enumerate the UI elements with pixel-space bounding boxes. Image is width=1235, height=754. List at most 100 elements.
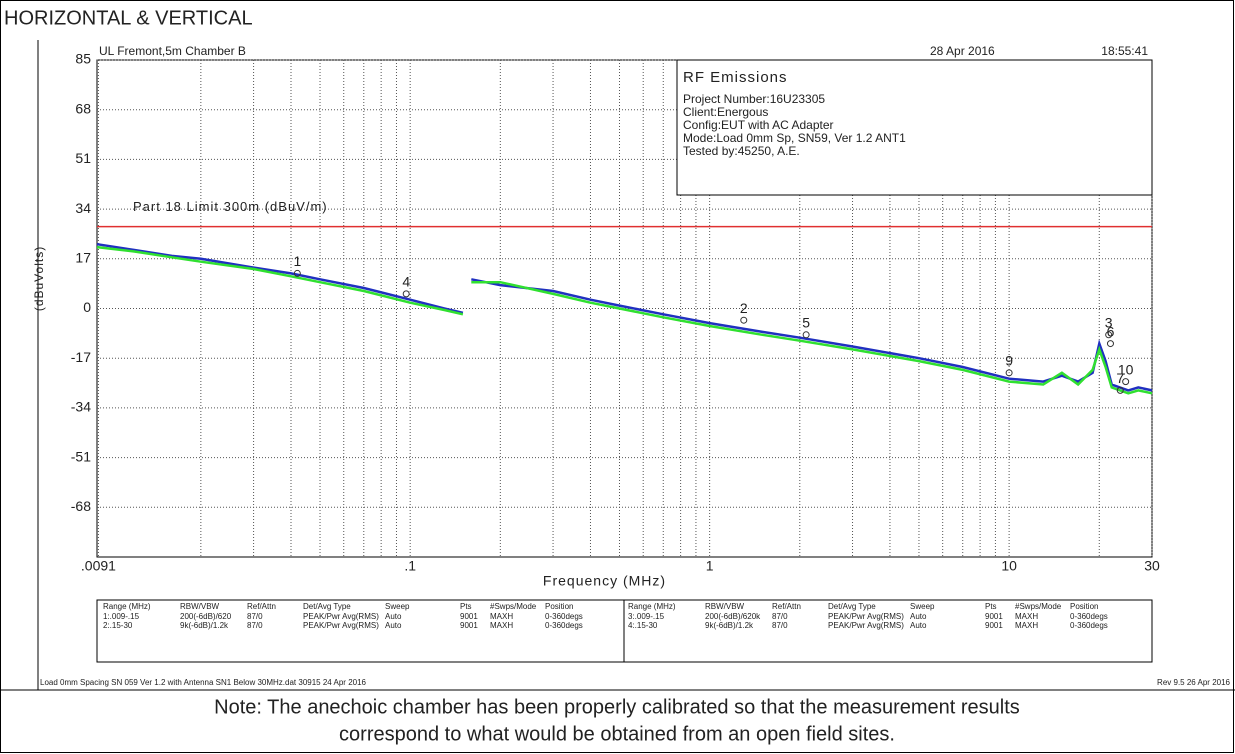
table-cell: 9k(-6dB)/1.2k bbox=[180, 621, 229, 630]
date: 28 Apr 2016 bbox=[930, 44, 995, 58]
table-cell: PEAK/Pwr Avg(RMS) bbox=[828, 621, 904, 630]
table-header: Ref/Attn bbox=[247, 602, 276, 611]
info-line: Config:EUT with AC Adapter bbox=[683, 118, 834, 132]
table-cell: 87/0 bbox=[247, 621, 263, 630]
marker bbox=[1116, 386, 1124, 394]
table-header: Det/Avg Type bbox=[828, 602, 876, 611]
marker bbox=[740, 316, 748, 324]
table-cell: MAXH bbox=[490, 612, 513, 621]
info-line: Mode:Load 0mm Sp, SN59, Ver 1.2 ANT1 bbox=[683, 131, 906, 145]
table-cell: Auto bbox=[910, 612, 927, 621]
limit-label: Part 18 Limit 300m (dBuV/m) bbox=[133, 199, 328, 214]
table-cell: 9k(-6dB)/1.2k bbox=[705, 621, 754, 630]
marker bbox=[1105, 331, 1113, 339]
table-header: Position bbox=[545, 602, 573, 611]
table-cell: MAXH bbox=[1015, 621, 1038, 630]
table-cell: MAXH bbox=[490, 621, 513, 630]
y-tick-label: 85 bbox=[75, 51, 91, 67]
info-line: Project Number:16U23305 bbox=[683, 92, 825, 106]
marker bbox=[402, 290, 410, 298]
table-cell: 87/0 bbox=[772, 621, 788, 630]
y-tick-label: 34 bbox=[75, 200, 91, 216]
table-cell: Auto bbox=[385, 612, 402, 621]
marker bbox=[802, 331, 810, 339]
note: correspond to what would be obtained fro… bbox=[339, 723, 895, 745]
info-title: RF Emissions bbox=[683, 69, 788, 86]
table-cell: PEAK/Pwr Avg(RMS) bbox=[303, 621, 379, 630]
table-header: RBW/VBW bbox=[705, 602, 745, 611]
marker bbox=[1005, 369, 1013, 377]
marker-label: 2 bbox=[740, 300, 748, 316]
info-box bbox=[676, 59, 1153, 196]
marker bbox=[1106, 340, 1114, 348]
marker-label: 4 bbox=[402, 274, 410, 290]
marker-label: 3 bbox=[1105, 315, 1113, 331]
x-tick-label: 1 bbox=[706, 558, 714, 574]
y-axis-label: (dBuVolts) bbox=[32, 246, 46, 311]
table-cell: 2:.15-30 bbox=[103, 621, 133, 630]
table-cell: 9001 bbox=[460, 621, 478, 630]
marker-label: 1 bbox=[293, 253, 301, 269]
marker-label: 5 bbox=[802, 315, 810, 331]
table-cell: 0-360degs bbox=[1070, 612, 1108, 621]
table-cell: PEAK/Pwr Avg(RMS) bbox=[828, 612, 904, 621]
marker bbox=[293, 269, 301, 277]
table-cell: Auto bbox=[385, 621, 402, 630]
marker bbox=[1122, 378, 1130, 386]
table-cell: 3:.009-.15 bbox=[628, 612, 665, 621]
note: Note: The anechoic chamber has been prop… bbox=[214, 696, 1020, 718]
y-tick-label: -68 bbox=[71, 498, 91, 514]
x-axis-label: Frequency (MHz) bbox=[543, 573, 666, 589]
table-header: Sweep bbox=[910, 602, 935, 611]
table-cell: 200(-6dB)/620 bbox=[180, 612, 232, 621]
time: 18:55:41 bbox=[1101, 44, 1148, 58]
table-cell: 4:.15-30 bbox=[628, 621, 658, 630]
table-header: RBW/VBW bbox=[180, 602, 220, 611]
x-tick-label: .1 bbox=[404, 558, 416, 574]
y-tick-label: -17 bbox=[71, 349, 91, 365]
table-cell: 200(-6dB)/620k bbox=[705, 612, 761, 621]
table-header: Position bbox=[1070, 602, 1098, 611]
table-cell: 9001 bbox=[985, 621, 1003, 630]
x-tick-label: .0091 bbox=[81, 558, 116, 574]
table-header: #Swps/Mode bbox=[490, 602, 537, 611]
table-cell: PEAK/Pwr Avg(RMS) bbox=[303, 612, 379, 621]
trace bbox=[96, 245, 1153, 395]
table-cell: Auto bbox=[910, 621, 927, 630]
table-cell: 9001 bbox=[460, 612, 478, 621]
y-tick-label: 17 bbox=[75, 250, 91, 266]
table-header: Pts bbox=[985, 602, 997, 611]
table-cell: 0-360degs bbox=[1070, 621, 1108, 630]
marker-label: 7 bbox=[1116, 370, 1124, 386]
x-tick-label: 10 bbox=[1001, 558, 1017, 574]
table-header: Ref/Attn bbox=[772, 602, 801, 611]
y-tick-label: -51 bbox=[71, 448, 91, 464]
heading: HORIZONTAL & VERTICAL bbox=[4, 7, 253, 29]
marker-label: 6 bbox=[1107, 323, 1115, 339]
info-line: Tested by:45250, A.E. bbox=[683, 144, 800, 158]
table-cell: 87/0 bbox=[772, 612, 788, 621]
y-tick-label: 51 bbox=[75, 150, 91, 166]
table-cell: 87/0 bbox=[247, 612, 263, 621]
x-tick-label: 30 bbox=[1144, 558, 1160, 574]
footer-left: Load 0mm Spacing SN 059 Ver 1.2 with Ant… bbox=[40, 678, 367, 687]
table-header: #Swps/Mode bbox=[1015, 602, 1062, 611]
table-header: Range (MHz) bbox=[103, 602, 151, 611]
trace bbox=[96, 242, 1153, 392]
table-header: Det/Avg Type bbox=[303, 602, 351, 611]
y-tick-label: 0 bbox=[83, 299, 91, 315]
y-tick-label: 68 bbox=[75, 100, 91, 116]
info-line: Client:Energous bbox=[683, 105, 768, 119]
footer-right: Rev 9.5 26 Apr 2016 bbox=[1157, 678, 1230, 687]
table-header: Pts bbox=[460, 602, 472, 611]
site: UL Fremont,5m Chamber B bbox=[99, 44, 246, 58]
table-cell: 9001 bbox=[985, 612, 1003, 621]
y-tick-label: -34 bbox=[71, 399, 91, 415]
table-header: Range (MHz) bbox=[628, 602, 676, 611]
marker-label: 9 bbox=[1005, 353, 1013, 369]
table-cell: 1:.009-.15 bbox=[103, 612, 140, 621]
table-cell: MAXH bbox=[1015, 612, 1038, 621]
marker-label: 10 bbox=[1118, 361, 1134, 377]
